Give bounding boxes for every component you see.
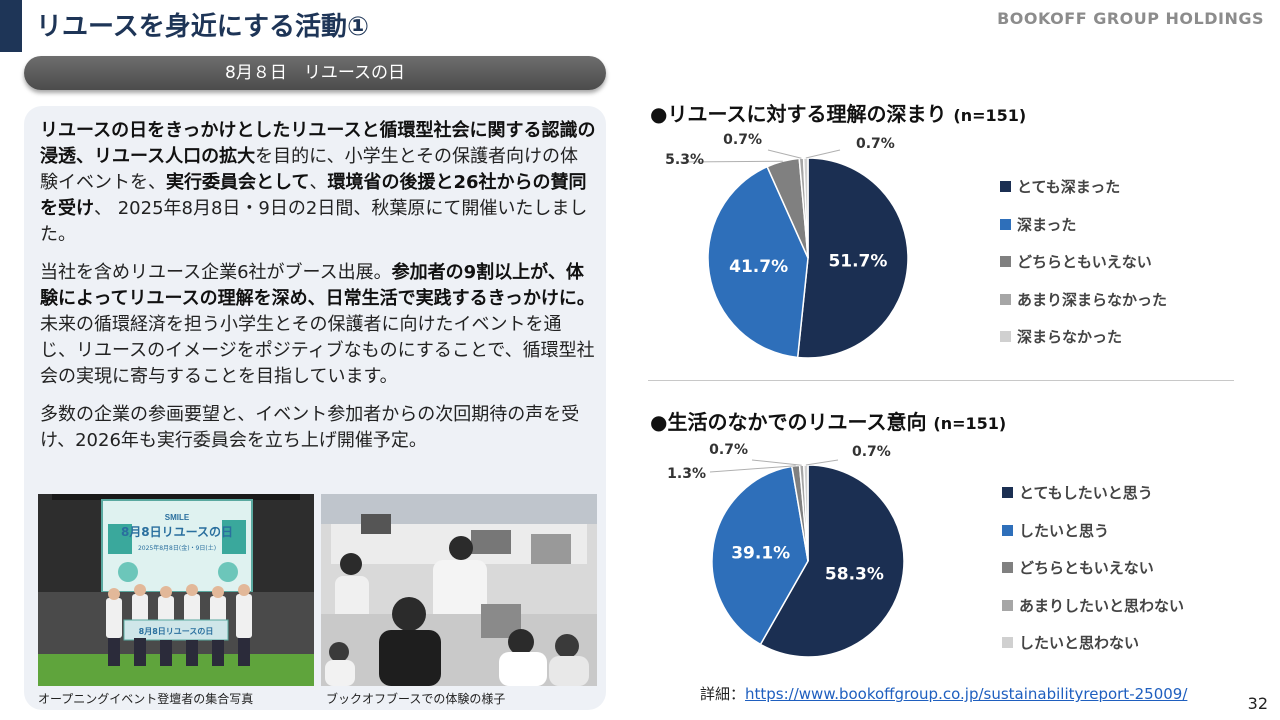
text-run: リユースの日をきっかけとしたリユースと循環型社会に関する認識の浸透、リユース人口… [40, 120, 596, 167]
legend-swatch [1000, 256, 1011, 268]
section-divider [648, 380, 1234, 381]
chart1-title-text: ●リユースに対する理解の深まり [650, 102, 947, 126]
banner-main-text: 8月8日リユースの日 [121, 525, 233, 539]
chart1-title: ●リユースに対する理解の深まり (n=151) [650, 98, 1026, 127]
legend-label: どちらともいえない [1019, 559, 1154, 578]
detail-label: 詳細： [700, 685, 746, 703]
text-run: 実行委員会として [166, 172, 310, 193]
text-run: 参加者の9割以上が、体験によってリユースの理解を深め、日常生活で実践するきっかけ… [40, 262, 595, 309]
title-accent-bar [0, 0, 22, 52]
pie-data-label: 0.7% [852, 444, 891, 460]
legend-item: 深まった [1000, 206, 1167, 244]
pie-data-label: 5.3% [665, 152, 704, 168]
text-run: 多数の企業の参画要望と、イベント参加者からの次回期待の声を受け、2026年も実行… [40, 404, 580, 451]
legend-item: どちらともいえない [1000, 243, 1167, 281]
chart1-legend: とても深まった 深まったどちらともいえない あまり深まらなかった 深まらなかった [1000, 168, 1167, 356]
pie-slice [796, 157, 909, 359]
pie-data-label: 0.7% [709, 442, 748, 458]
pie-data-label: 58.3% [825, 564, 884, 584]
chart1-n-label: (n=151) [953, 106, 1027, 125]
pie-slice [759, 464, 905, 658]
chart2-title: ●生活のなかでのリユース意向 (n=151) [650, 406, 1006, 435]
banner-smile-text: SMILE [165, 513, 190, 522]
body-text: リユースの日をきっかけとしたリユースと循環型社会に関する認識の浸透、リユース人口… [40, 118, 596, 466]
pie-data-label: 0.7% [856, 136, 895, 152]
legend-item: したいと思わない [1002, 624, 1184, 662]
sign-text: 8月8日リユースの日 [139, 627, 214, 636]
legend-item: どちらともいえない [1002, 549, 1184, 587]
legend-swatch [1000, 293, 1011, 305]
paragraph-3: 多数の企業の参画要望と、イベント参加者からの次回期待の声を受け、2026年も実行… [40, 402, 596, 454]
group-photo: SMILE 8月8日リユースの日 2025年8月8日(金)・9日(土) 8月8日… [38, 494, 314, 686]
banner-date-text: 2025年8月8日(金)・9日(土) [138, 544, 216, 552]
pie-data-label: 0.7% [723, 132, 762, 148]
leader-line [751, 459, 802, 466]
booth-photo [321, 494, 597, 686]
text-run: 当社を含めリユース企業6社がブース出展。 [40, 262, 392, 283]
legend-label: したいと思う [1019, 521, 1110, 540]
legend-item: あまりしたいと思わない [1002, 587, 1184, 625]
paragraph-1: リユースの日をきっかけとしたリユースと循環型社会に関する認識の浸透、リユース人口… [40, 118, 596, 248]
pie-slice [707, 165, 809, 359]
photo-caption-2: ブックオフブースでの体験の様子 [326, 692, 506, 706]
detail-line: 詳細：https://www.bookoffgroup.co.jp/sustai… [700, 683, 1187, 704]
legend-swatch [1002, 487, 1013, 499]
leader-line [805, 149, 841, 159]
page-number: 32 [1247, 694, 1268, 713]
pie-data-label: 41.7% [729, 257, 788, 277]
chart1-pie: 51.7% 41.7% 5.3% 0.7% 0.7% [665, 132, 909, 359]
legend-swatch [1000, 181, 1011, 193]
pie-slice [711, 465, 809, 646]
leader-line [709, 465, 796, 473]
text-run: 、 2025年8月8日・9日の2日間、秋葉原にて開催いたしました。 [40, 198, 588, 245]
text-run: を目的に、小学生とその保護者向けの体験イベントを、 [40, 146, 579, 193]
pie-data-label: 51.7% [828, 252, 887, 272]
legend-swatch [1002, 599, 1013, 611]
legend-item: とても深まった [1000, 168, 1167, 206]
legend-label: あまり深まらなかった [1017, 290, 1168, 309]
page-title: リユースを身近にする活動① [36, 12, 369, 42]
legend-swatch [1000, 331, 1011, 343]
leader-line [679, 160, 783, 163]
chart2-legend: とてもしたいと思う したいと思うどちらともいえないあまりしたいと思わない したいと思… [1002, 474, 1184, 662]
pie-data-label: 1.3% [667, 466, 706, 482]
legend-label: あまりしたいと思わない [1019, 596, 1185, 615]
text-run: 、 [309, 172, 328, 193]
text-run: 環境省の後援と26社からの賛同を受け [40, 172, 587, 219]
photo-caption-1: オープニングイベント登壇者の集合写真 [38, 692, 254, 706]
detail-link[interactable]: https://www.bookoffgroup.co.jp/sustainab… [745, 685, 1188, 703]
pie-data-label: 39.1% [731, 544, 790, 564]
legend-swatch [1000, 218, 1011, 230]
legend-label: どちらともいえない [1017, 253, 1152, 272]
legend-item: とてもしたいと思う [1002, 474, 1184, 512]
legend-swatch [1002, 637, 1013, 649]
leader-line [805, 459, 839, 466]
section-header-pill: 8月８日 リユースの日 [24, 56, 606, 90]
brand-logo-text: BOOKOFF GROUP HOLDINGS [997, 9, 1264, 28]
legend-item: 深まらなかった [1000, 318, 1167, 356]
legend-label: 深まらなかった [1017, 328, 1123, 347]
legend-label: 深まった [1017, 215, 1077, 234]
chart2-title-text: ●生活のなかでのリユース意向 [650, 410, 927, 434]
legend-swatch [1002, 524, 1013, 536]
legend-item: あまり深まらなかった [1000, 281, 1167, 319]
legend-label: したいと思わない [1019, 634, 1140, 653]
legend-swatch [1002, 562, 1013, 574]
legend-label: とても深まった [1017, 178, 1121, 197]
legend-label: とてもしたいと思う [1019, 484, 1153, 503]
chart2-n-label: (n=151) [933, 414, 1007, 433]
paragraph-2: 当社を含めリユース企業6社がブース出展。参加者の9割以上が、体験によってリユース… [40, 260, 596, 390]
leader-line [767, 149, 802, 159]
chart2-pie: 58.3%39.1%1.3%0.7% 0.7% [667, 442, 905, 658]
legend-item: したいと思う [1002, 512, 1184, 550]
text-run: 未来の循環経済を担う小学生とその保護者に向けたイベントを通じ、リユースのイメージ… [40, 314, 595, 387]
